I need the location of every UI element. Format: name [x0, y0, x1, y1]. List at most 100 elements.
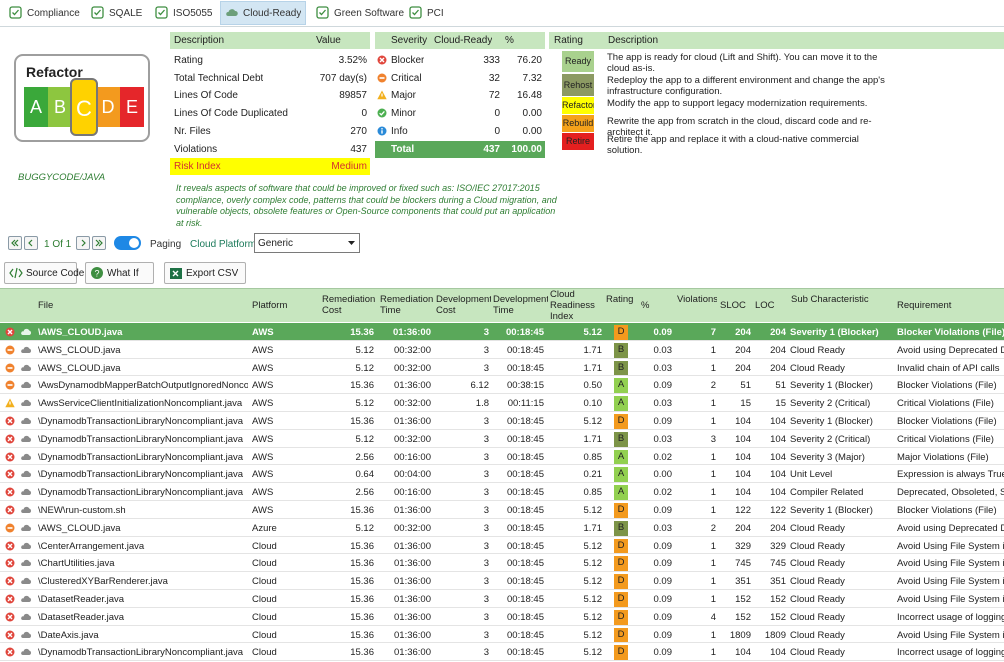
button-label[interactable]: Source Code: [26, 268, 85, 279]
grid-row[interactable]: [0, 608, 1004, 626]
grid-cell: 01:36:00: [394, 611, 431, 623]
grid-header: LOC: [755, 299, 775, 311]
toggle-knob: [129, 238, 139, 248]
grid-cell: 5.12: [583, 647, 603, 659]
severity-label: Minor: [391, 108, 417, 120]
grid-cell: 204: [770, 522, 786, 534]
tab-label[interactable]: Compliance: [27, 8, 80, 19]
grid-row[interactable]: [0, 376, 1004, 395]
cloud-icon: [21, 435, 32, 442]
grid-cell: 0.50: [583, 380, 603, 392]
grid-row[interactable]: [0, 554, 1004, 573]
pager-button[interactable]: [76, 236, 90, 250]
summary-value: 707 day(s): [319, 72, 367, 84]
grid-cell: 01:36:00: [392, 327, 431, 338]
severity-header: %: [505, 35, 514, 46]
grid-header: SLOC: [720, 299, 746, 311]
grid-cell: 6.12: [470, 380, 490, 392]
grid-cell: Cloud Ready: [790, 344, 845, 356]
grid-cell: \DatasetReader.java: [38, 594, 125, 605]
platform-select[interactable]: [254, 233, 360, 253]
severity-icon: [5, 612, 15, 622]
pager-arrow: [28, 239, 33, 247]
grid-cell: 15: [740, 398, 751, 410]
grid-row[interactable]: [0, 483, 1004, 501]
cloud-icon: [21, 364, 32, 371]
rating-badge: Retire: [562, 133, 594, 150]
grid-row[interactable]: [0, 626, 1004, 644]
severity-icon: [5, 594, 15, 604]
tab-icon: [91, 6, 104, 19]
grid-cell: \AwsDynamodbMapperBatchOutputIgnoredNonc…: [38, 380, 248, 392]
grid-cell: \AWS_CLOUD.java: [38, 344, 121, 356]
button-label[interactable]: Export CSV: [186, 268, 239, 279]
grid-row[interactable]: [0, 519, 1004, 537]
severity-percent: 0.00: [522, 125, 542, 137]
grid-cell: 104: [770, 487, 786, 499]
grid-cell: 3: [483, 576, 489, 588]
grid-cell: 00:18:45: [505, 327, 544, 338]
toolbar-button[interactable]: [4, 262, 77, 284]
rating-badge: D: [614, 503, 628, 518]
grid-row[interactable]: [0, 394, 1004, 412]
severity-count: 72: [488, 90, 500, 102]
rating-badge: D: [614, 574, 628, 589]
grid-cell: 00:18:45: [507, 594, 544, 605]
grid-cell: 0.10: [583, 398, 603, 410]
tab-label[interactable]: Cloud-Ready: [243, 8, 302, 19]
grid-cell: 3: [483, 487, 489, 499]
grid-row[interactable]: [0, 448, 1004, 466]
grid-row[interactable]: [0, 643, 1004, 662]
rating-badge: A: [614, 485, 628, 500]
cloud-icon: [21, 542, 32, 549]
severity-count: 333: [483, 55, 500, 66]
summary-value: 3.52%: [338, 55, 367, 66]
tab-label[interactable]: PCI: [427, 8, 444, 19]
cloud-icon: [21, 631, 32, 638]
grid-row[interactable]: [0, 323, 1004, 341]
tab-label[interactable]: SQALE: [109, 8, 143, 19]
grid-cell: 1: [710, 594, 716, 605]
grid-header: Development Cost: [436, 294, 491, 316]
severity-label: Info: [391, 125, 408, 137]
tab-divider: [0, 26, 1004, 27]
grid-row[interactable]: [0, 412, 1004, 430]
grid-row[interactable]: [0, 537, 1004, 555]
grid-row[interactable]: [0, 359, 1004, 377]
grid-row[interactable]: [0, 341, 1004, 359]
severity-icon: [377, 108, 387, 118]
grid-cell: 0.09: [653, 576, 673, 588]
grid-cell: 00:32:00: [394, 362, 431, 374]
grid-cell: Blocker Violations (File): [897, 327, 1004, 338]
cloud-icon: [21, 400, 32, 407]
grid-row[interactable]: [0, 465, 1004, 484]
grid-cell: 104: [770, 433, 786, 445]
grid-cell: 1: [710, 540, 716, 552]
toolbar-button[interactable]: [164, 262, 246, 284]
grid-cell: AWS: [252, 362, 274, 374]
grid-cell: 104: [735, 451, 751, 463]
grid-cell: Cloud: [252, 540, 277, 552]
pager-button[interactable]: [24, 236, 38, 250]
toolbar-button[interactable]: [85, 262, 154, 284]
severity-icon: [5, 630, 15, 640]
risk-row-bg: [170, 158, 370, 176]
severity-count: 32: [488, 72, 500, 84]
grid-row[interactable]: [0, 590, 1004, 608]
grid-cell: 329: [735, 540, 751, 552]
grid-cell: 329: [770, 540, 786, 552]
summary-label: Total Technical Debt: [174, 72, 264, 84]
tab-label[interactable]: ISO5055: [173, 8, 213, 19]
grid-cell: \AWS_CLOUD.java: [38, 362, 121, 374]
button-label[interactable]: What If: [107, 268, 139, 279]
grid-row[interactable]: [0, 430, 1004, 448]
tab-label[interactable]: Green Software: [334, 8, 405, 19]
rating-badge: A: [614, 467, 628, 483]
grid-cell: 15.36: [350, 327, 374, 338]
severity-icon: [5, 647, 15, 657]
grid-row[interactable]: [0, 572, 1004, 590]
grid-cell: \NEW\run-custom.sh: [38, 505, 126, 516]
grid-row[interactable]: [0, 501, 1004, 519]
grid-cell: 00:32:00: [394, 398, 431, 410]
grid-cell: 00:32:00: [394, 522, 431, 534]
